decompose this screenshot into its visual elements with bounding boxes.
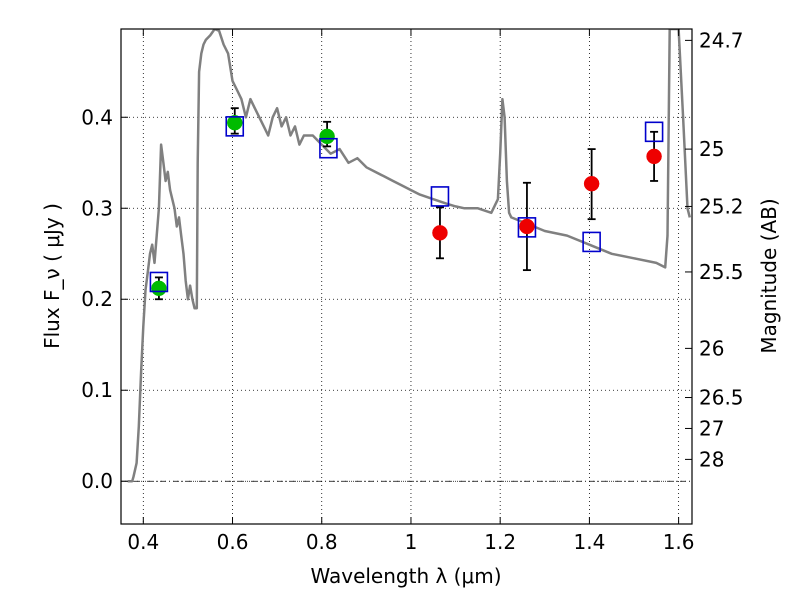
plot-frame [120, 28, 693, 525]
error-bars [154, 107, 659, 301]
x-tick-label: 1.2 [484, 530, 516, 554]
observed-flux-point [227, 114, 243, 131]
y-tick-label: 0.1 [81, 378, 113, 402]
right-tick-label: 28 [699, 447, 724, 471]
x-tick-label: 1.4 [573, 530, 605, 554]
right-tick-label: 25.5 [699, 260, 744, 284]
x-axis-title: Wavelength λ (μm) [310, 564, 501, 588]
model-sed-group [127, 29, 692, 483]
model-band-square [644, 121, 664, 143]
model-band-square [517, 217, 537, 238]
right-tick-label: 24.7 [699, 28, 744, 52]
right-tick-label: 25.2 [699, 194, 744, 218]
model-band-square [430, 186, 450, 207]
y-axis-title: Flux F_ν ( μJy ) [40, 203, 64, 349]
x-tick-label: 0.6 [217, 530, 249, 554]
right-tick-label: 27 [699, 416, 724, 440]
y-tick-label: 0.2 [81, 287, 113, 311]
model-sed-curve [127, 29, 692, 483]
x-tick-label: 0.8 [306, 530, 338, 554]
observed-flux-point [583, 175, 600, 192]
axis-ticks: 0.4 0.6 0.8 1 1.2 1.4 1.6 0.0 0.1 0.2 0.3 0.4 24.7 25… [81, 28, 743, 554]
observed-flux-point [519, 218, 535, 235]
right-axis-title: Magnitude (AB) [757, 198, 781, 353]
observed-flux-point [151, 280, 167, 297]
y-tick-label: 0.4 [81, 105, 113, 129]
right-tick-label: 25 [699, 137, 724, 161]
x-tick-label: 1.6 [663, 530, 695, 554]
model-band-square [582, 231, 601, 253]
y-tick-label: 0.3 [81, 196, 113, 220]
model-band-square [225, 116, 245, 137]
model-band-square [149, 271, 169, 293]
plot-background [121, 29, 692, 524]
data-points [149, 114, 664, 297]
right-tick-label: 26 [699, 336, 724, 360]
observed-flux-point [646, 148, 662, 165]
observed-flux-point [319, 128, 335, 145]
grid-lines [121, 29, 692, 524]
x-tick-label: 0.4 [127, 530, 159, 554]
model-band-square [319, 137, 338, 159]
x-tick-label: 1 [405, 530, 418, 554]
right-tick-label: 26.5 [699, 386, 744, 410]
y-tick-label: 0.0 [81, 469, 113, 493]
observed-flux-point [432, 225, 448, 241]
